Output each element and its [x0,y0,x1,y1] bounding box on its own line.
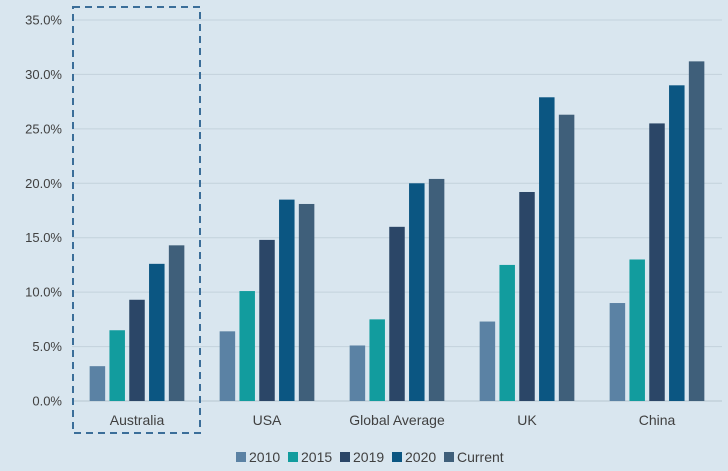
bar-current-global-average [428,178,445,401]
bar-2020-uk [539,97,555,401]
x-tick-label: China [639,412,676,428]
bar-2019-global-average [389,226,405,401]
bar-2019-china [649,123,665,402]
legend-swatch [288,452,298,462]
bar-2019-usa [259,239,275,401]
bar-2010-uk [479,321,496,401]
bar-current-china [688,61,705,401]
y-tick-label: 5.0% [32,339,62,354]
y-tick-label: 25.0% [25,121,62,136]
legend-label: 2010 [249,449,280,465]
bar-2015-china [629,259,645,401]
bar-2010-global-average [349,345,366,401]
bar-2020-usa [279,199,295,401]
legend: 2010 2015 2019 2020 Current [236,449,504,465]
x-tick-label: UK [517,412,537,428]
x-tick-label: USA [253,412,282,428]
x-tick-label: Global Average [349,412,445,428]
legend-swatch [392,452,402,462]
bar-2019-australia [129,299,145,401]
bar-2010-china [609,303,626,401]
bar-2010-usa [219,331,236,401]
bar-2020-china [669,85,685,402]
bar-2019-uk [519,191,535,401]
bar-2015-uk [499,264,515,401]
legend-label: Current [457,449,504,465]
bar-2015-australia [109,330,125,401]
y-tick-label: 15.0% [25,230,62,245]
bars [89,61,705,402]
legend-swatch [236,452,246,462]
legend-label: 2019 [353,449,384,465]
legend-label: 2020 [405,449,436,465]
bar-current-usa [298,203,315,401]
bar-2020-global-average [409,183,425,401]
bar-2010-australia [89,366,106,401]
legend-label: 2015 [301,449,332,465]
bar-current-australia [168,245,185,401]
bar-2020-australia [149,263,165,401]
y-tick-label: 30.0% [25,67,62,82]
y-tick-label: 10.0% [25,285,62,300]
y-tick-label: 35.0% [25,13,62,28]
bar-current-uk [558,114,575,401]
bar-2015-global-average [369,319,385,401]
x-axis: Australia USA Global Average UK China [110,412,676,428]
y-tick-label: 0.0% [32,394,62,409]
y-axis: 0.0% 5.0% 10.0% 15.0% 20.0% 25.0% 30.0% 35.0% [25,13,62,409]
legend-swatch [340,452,350,462]
legend-swatch [444,452,454,462]
y-tick-label: 20.0% [25,176,62,191]
bar-2015-usa [239,291,255,401]
x-tick-label: Australia [110,412,165,428]
highlight-box [72,6,201,434]
